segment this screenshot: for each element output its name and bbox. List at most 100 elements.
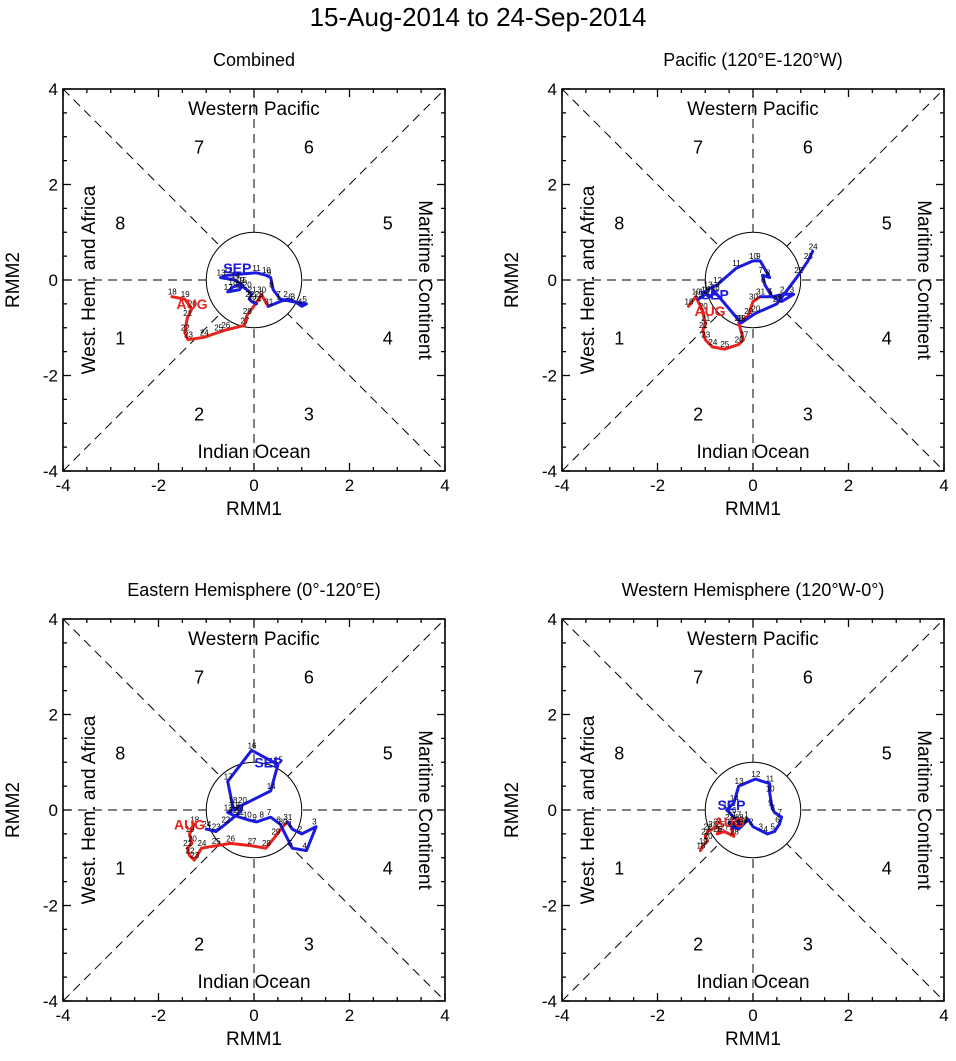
month-label-sep: SEP bbox=[223, 260, 251, 276]
day-label-sep: 13 bbox=[224, 803, 233, 812]
day-label-aug: 21 bbox=[701, 314, 710, 323]
day-label-sep: 17 bbox=[706, 288, 715, 297]
phase-number-8: 8 bbox=[115, 744, 125, 764]
day-label-sep: 5 bbox=[303, 295, 308, 304]
x-tick-label: 4 bbox=[440, 476, 449, 495]
day-label-sep: 4 bbox=[763, 825, 768, 834]
day-label-sep: 22 bbox=[221, 815, 230, 824]
day-label-sep: 14 bbox=[699, 288, 708, 297]
day-label-aug: 31 bbox=[264, 297, 273, 306]
day-label-sep: 24 bbox=[809, 242, 818, 251]
day-label-sep: 19 bbox=[737, 314, 746, 323]
day-label-sep: 11 bbox=[732, 259, 741, 268]
day-label-aug: 24 bbox=[200, 328, 209, 337]
day-label-sep: 2 bbox=[283, 290, 288, 299]
day-label-aug: 27 bbox=[720, 822, 729, 831]
day-label-aug: 27 bbox=[240, 316, 249, 325]
y-axis-label: RMM2 bbox=[502, 252, 523, 308]
day-label-sep: 18 bbox=[229, 796, 238, 805]
x-axis-label: RMM1 bbox=[725, 499, 781, 520]
phase-number-7: 7 bbox=[693, 137, 703, 157]
region-label-right: Maritime Continent bbox=[414, 730, 435, 890]
phase-panel-2: Pacific (120°E-120°W)-4-4-2-2002244RMM1R… bbox=[502, 50, 949, 520]
unit-amplitude-circle bbox=[205, 231, 303, 329]
day-label-sep: 17 bbox=[732, 811, 741, 820]
day-label-aug: 23 bbox=[190, 851, 199, 860]
day-label-sep: 17 bbox=[224, 772, 233, 781]
phase-number-4: 4 bbox=[882, 328, 892, 348]
figure-title: 15-Aug-2014 to 24-Sep-2014 bbox=[310, 2, 647, 32]
day-label-aug: 18 bbox=[168, 288, 177, 297]
day-label-sep: 22 bbox=[728, 818, 737, 827]
day-label-aug: 27 bbox=[248, 837, 257, 846]
day-label-aug: 31 bbox=[283, 813, 292, 822]
day-label-aug: 28 bbox=[262, 839, 271, 848]
day-label-sep: 3 bbox=[291, 292, 296, 301]
day-label-sep: 16 bbox=[236, 281, 245, 290]
day-label-sep: 8 bbox=[766, 269, 771, 278]
day-label-sep: 7 bbox=[276, 290, 281, 299]
phase-number-2: 2 bbox=[194, 935, 204, 955]
region-label-top: Western Pacific bbox=[687, 629, 819, 650]
y-tick-label: 0 bbox=[548, 801, 557, 820]
day-label-aug: 19 bbox=[186, 825, 195, 834]
day-label-sep: 7 bbox=[759, 266, 764, 275]
month-label-aug: AUG bbox=[176, 296, 207, 312]
phase-number-5: 5 bbox=[882, 744, 892, 764]
day-label-sep: 11 bbox=[236, 808, 245, 817]
day-label-sep: 20 bbox=[751, 304, 760, 313]
day-label-sep: 3 bbox=[759, 822, 764, 831]
phase-number-6: 6 bbox=[803, 667, 813, 687]
region-label-left: West. Hem. and Africa bbox=[578, 185, 599, 374]
x-tick-label: 0 bbox=[748, 476, 757, 495]
day-label-aug: 24 bbox=[197, 839, 206, 848]
region-label-bottom: Indian Ocean bbox=[197, 442, 310, 463]
day-label-sep: 3 bbox=[312, 818, 317, 827]
phase-number-5: 5 bbox=[383, 214, 393, 234]
x-tick-label: -4 bbox=[554, 1006, 569, 1025]
day-label-sep: 2 bbox=[780, 285, 785, 294]
x-axis-label: RMM1 bbox=[226, 1029, 282, 1050]
day-label-sep: 4 bbox=[778, 292, 783, 301]
phase-number-7: 7 bbox=[194, 137, 204, 157]
x-tick-label: -4 bbox=[554, 476, 569, 495]
y-tick-label: -4 bbox=[43, 992, 58, 1011]
day-label-sep: 12 bbox=[751, 770, 760, 779]
day-label-sep: 8 bbox=[269, 281, 274, 290]
day-label-sep: 1 bbox=[276, 292, 281, 301]
y-tick-label: 4 bbox=[49, 80, 58, 99]
phase-number-1: 1 bbox=[115, 858, 125, 878]
day-label-sep: 15 bbox=[694, 290, 703, 299]
day-label-sep: 18 bbox=[229, 278, 238, 287]
month-label-sep: SEP bbox=[254, 754, 282, 770]
y-tick-label: 2 bbox=[49, 176, 58, 195]
panel-title: Pacific (120°E-120°W) bbox=[663, 50, 842, 70]
day-label-sep: 8 bbox=[260, 811, 265, 820]
day-label-aug: 21 bbox=[183, 839, 192, 848]
x-axis-label: RMM1 bbox=[725, 1029, 781, 1050]
day-label-sep: 5 bbox=[768, 288, 773, 297]
day-label-sep: 20 bbox=[243, 281, 252, 290]
series-line-aug bbox=[170, 292, 270, 342]
y-tick-label: 0 bbox=[49, 801, 58, 820]
phase-number-6: 6 bbox=[803, 137, 813, 157]
day-label-aug: 22 bbox=[704, 822, 713, 831]
region-label-bottom: Indian Ocean bbox=[696, 442, 809, 463]
x-tick-label: -2 bbox=[650, 476, 665, 495]
phase-number-3: 3 bbox=[304, 405, 314, 425]
x-tick-label: -4 bbox=[55, 1006, 70, 1025]
day-label-sep: 12 bbox=[713, 276, 722, 285]
phase-number-8: 8 bbox=[115, 214, 125, 234]
day-label-sep: 10 bbox=[766, 784, 775, 793]
phase-number-4: 4 bbox=[383, 858, 393, 878]
y-tick-label: 2 bbox=[548, 706, 557, 725]
day-label-sep: 24 bbox=[739, 815, 748, 824]
day-label-aug: 25 bbox=[214, 324, 223, 333]
day-label-aug: 18 bbox=[696, 842, 705, 851]
day-label-sep: 21 bbox=[248, 285, 257, 294]
day-label-aug: 20 bbox=[188, 834, 197, 843]
x-tick-label: -2 bbox=[151, 1006, 166, 1025]
day-label-aug: 28 bbox=[735, 314, 744, 323]
day-label-sep: 22 bbox=[794, 266, 803, 275]
y-tick-label: 0 bbox=[548, 271, 557, 290]
